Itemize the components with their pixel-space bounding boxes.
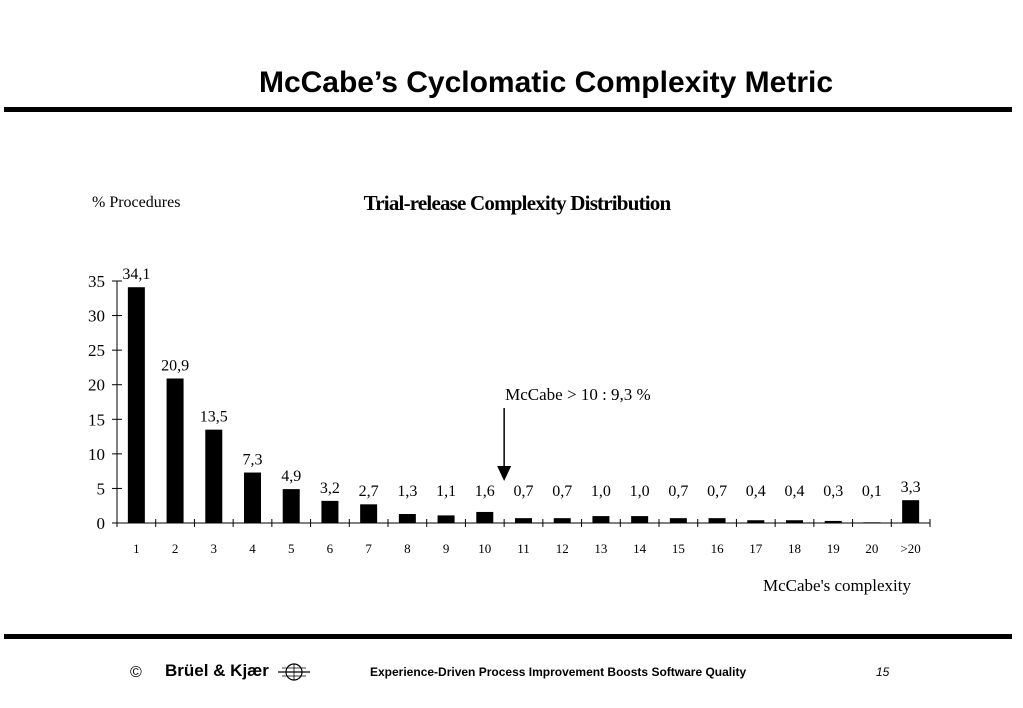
data-label: 3,3	[901, 479, 921, 496]
bar	[205, 429, 223, 523]
x-tick-label: 14	[633, 541, 647, 556]
x-tick-label: 1	[133, 541, 140, 556]
data-label: 0,7	[514, 483, 534, 500]
data-label: 0,3	[823, 483, 843, 500]
bar	[360, 504, 378, 523]
data-label: 1,6	[475, 483, 495, 500]
y-tick-label: 15	[88, 410, 105, 429]
bottom-divider	[4, 634, 1012, 639]
x-tick-label: 17	[749, 541, 763, 556]
x-tick-label: 7	[365, 541, 372, 556]
bar	[708, 518, 726, 523]
y-tick-label: 5	[97, 479, 106, 498]
bar	[515, 518, 532, 523]
y-tick-label: 25	[88, 341, 105, 360]
bar	[747, 520, 765, 523]
top-divider	[4, 107, 1012, 112]
data-label: 7,3	[243, 452, 263, 469]
annotation-arrow-head	[497, 466, 512, 481]
x-tick-label: 10	[478, 541, 491, 556]
x-tick-label: 9	[443, 541, 450, 556]
data-label: 0,4	[785, 483, 805, 500]
copyright-symbol: ©	[130, 664, 142, 681]
page-number: 15	[876, 665, 890, 679]
x-tick-label: 19	[827, 541, 840, 556]
data-label: 1,0	[591, 483, 611, 500]
bar	[398, 514, 416, 523]
x-tick-label: 16	[711, 541, 725, 556]
bar	[631, 516, 649, 523]
data-label: 20,9	[161, 357, 189, 374]
x-tick-label: 15	[672, 541, 685, 556]
bar	[282, 489, 300, 523]
bar	[244, 472, 261, 523]
y-axis-label: % Procedures	[92, 194, 180, 211]
bar	[127, 287, 145, 523]
x-tick-label: 13	[594, 541, 607, 556]
data-label: 0,7	[668, 483, 688, 500]
bar	[166, 378, 184, 523]
data-label: 3,2	[320, 480, 340, 497]
data-label: 4,9	[281, 468, 301, 485]
bar	[437, 515, 455, 523]
bar	[592, 516, 610, 523]
annotation-text: McCabe > 10 : 9,3 %	[505, 385, 651, 404]
x-tick-label: 4	[249, 541, 256, 556]
y-tick-label: 30	[88, 307, 105, 326]
complexity-bar-chart: Trial-release Complexity Distribution % P…	[88, 191, 931, 595]
x-tick-label: 5	[288, 541, 295, 556]
bar	[553, 518, 571, 523]
y-tick-label: 20	[88, 376, 105, 395]
data-label: 34,1	[122, 266, 150, 283]
data-label: 2,7	[359, 483, 379, 500]
x-tick-label: 20	[865, 541, 878, 556]
brand-name: Brüel & Kjær	[165, 661, 269, 680]
x-tick-label: >20	[900, 541, 920, 556]
x-tick-label: 8	[404, 541, 411, 556]
x-axis-label: McCabe's complexity	[763, 576, 912, 595]
x-tick-label: 6	[327, 541, 334, 556]
x-tick-label: 11	[517, 541, 530, 556]
data-label: 0,4	[746, 483, 766, 500]
bar	[321, 500, 339, 523]
x-tick-label: 12	[556, 541, 569, 556]
x-tick-label: 3	[211, 541, 218, 556]
data-label: 0,7	[552, 483, 572, 500]
bar	[902, 500, 920, 523]
data-label: 1,1	[436, 483, 456, 500]
slide-title: McCabe’s Cyclomatic Complexity Metric	[258, 66, 834, 99]
y-tick-label: 10	[88, 445, 105, 464]
bar	[863, 522, 881, 523]
data-label: 0,7	[707, 483, 727, 500]
bar	[786, 520, 803, 523]
data-label: 0,1	[862, 483, 882, 500]
x-tick-label: 18	[788, 541, 801, 556]
data-label: 1,0	[630, 483, 650, 500]
y-tick-label: 0	[97, 514, 106, 533]
brand-globe-icon	[278, 663, 310, 681]
bar	[669, 518, 687, 523]
chart-title: Trial-release Complexity Distribution	[364, 191, 672, 215]
data-label: 1,3	[397, 483, 417, 500]
y-tick-label: 35	[88, 272, 105, 291]
bar	[824, 520, 842, 523]
x-tick-label: 2	[172, 541, 179, 556]
data-label: 13,5	[200, 409, 228, 426]
bar	[476, 511, 494, 523]
footer-caption: Experience-Driven Process Improvement Bo…	[370, 665, 747, 679]
